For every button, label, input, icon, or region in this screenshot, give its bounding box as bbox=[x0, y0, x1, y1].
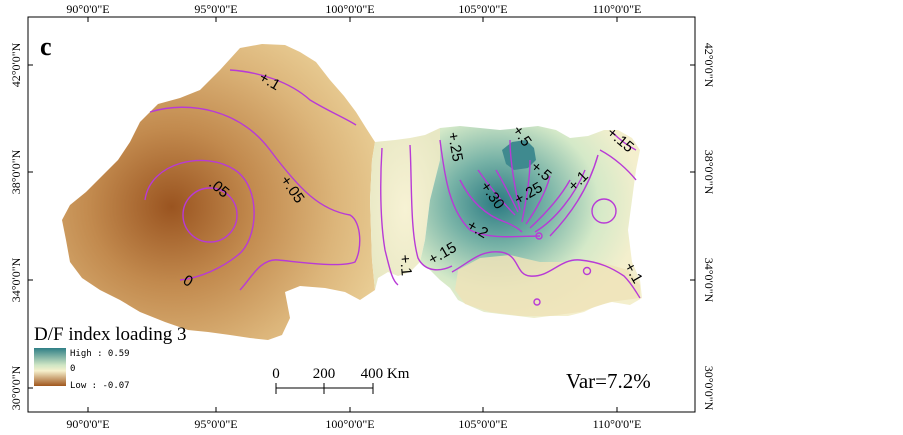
right-tick-label-2: 38°0'0"N bbox=[702, 150, 716, 195]
bottom-tick-label-3: 100°0'0"E bbox=[325, 417, 374, 431]
left-tick-label-4: 30°0'0"N bbox=[9, 365, 23, 410]
scale-label-400: 400 Km bbox=[361, 366, 410, 382]
right-tick-label-4: 30°0'0"N bbox=[702, 366, 716, 411]
right-tick-label-1: 42°0'0"N bbox=[702, 43, 716, 88]
panel-label: c bbox=[40, 32, 52, 61]
scale-bar: 0 200 400 Km bbox=[272, 366, 409, 394]
top-tick-label-5: 110°0'0"E bbox=[593, 2, 642, 16]
left-tick-label-1: 42°0'0"N bbox=[9, 42, 23, 87]
bottom-tick-label-5: 110°0'0"E bbox=[593, 417, 642, 431]
top-tick-label-1: 90°0'0"E bbox=[66, 2, 109, 16]
scale-label-200: 200 bbox=[313, 366, 336, 382]
contour-label-14: +.1 bbox=[396, 254, 415, 277]
right-tick-label-3: 34°0'0"N bbox=[702, 258, 716, 303]
legend-mid-label: 0 bbox=[70, 364, 75, 374]
bottom-tick-label-4: 105°0'0"E bbox=[458, 417, 507, 431]
top-tick-label-3: 100°0'0"E bbox=[325, 2, 374, 16]
scale-label-0: 0 bbox=[272, 366, 280, 382]
left-tick-label-3: 34°0'0"N bbox=[9, 257, 23, 302]
top-tick-label-2: 95°0'0"E bbox=[194, 2, 237, 16]
legend: D/F index loading 3 High : 0.59 0 Low : … bbox=[34, 324, 187, 391]
bottom-tick-label-2: 95°0'0"E bbox=[194, 417, 237, 431]
left-tick-label-2: 38°0'0"N bbox=[9, 149, 23, 194]
legend-color-ramp bbox=[34, 348, 66, 386]
legend-high-label: High : 0.59 bbox=[70, 349, 130, 359]
legend-title: D/F index loading 3 bbox=[34, 324, 187, 345]
variance-label: Var=7.2% bbox=[566, 369, 651, 393]
bottom-tick-label-1: 90°0'0"E bbox=[66, 417, 109, 431]
top-tick-label-4: 105°0'0"E bbox=[458, 2, 507, 16]
legend-low-label: Low : -0.07 bbox=[70, 381, 130, 391]
